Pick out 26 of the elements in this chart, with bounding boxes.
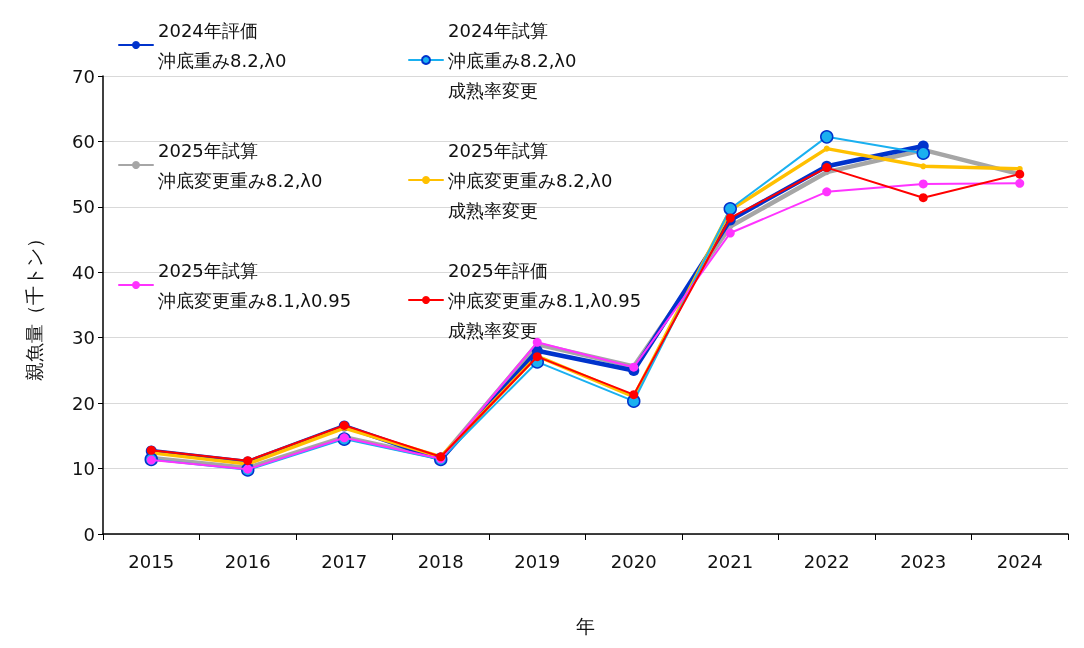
legend-label: 2025年試算沖底変更重み8.2,λ0成熟率変更 — [448, 139, 613, 221]
x-tick-label: 2019 — [514, 550, 561, 572]
x-tick-label: 2024 — [996, 550, 1043, 572]
x-tick-label: 2016 — [224, 550, 271, 572]
y-tick-label: 10 — [72, 458, 95, 480]
y-tick-label: 20 — [72, 392, 95, 414]
legend-label: 2025年試算沖底変更重み8.2,λ0 — [158, 139, 323, 191]
y-tick-label: 70 — [72, 65, 95, 87]
legend-label: 2025年試算沖底変更重み8.1,λ0.95 — [158, 259, 352, 311]
x-tick-label: 2017 — [321, 550, 368, 572]
legend-label: 2025年評価沖底変更重み8.1,λ0.95成熟率変更 — [448, 259, 642, 341]
y-tick-label: 60 — [72, 130, 95, 152]
x-axis-title: 年 — [576, 614, 595, 637]
x-tick-label: 2023 — [900, 550, 947, 572]
x-tick-label: 2021 — [707, 550, 754, 572]
x-tick-label: 2015 — [128, 550, 175, 572]
y-tick-label: 40 — [72, 261, 95, 283]
y-axis-title: 親魚量（千トン） — [22, 229, 45, 381]
legend-label: 2024年評価沖底重み8.2,λ0 — [158, 19, 287, 71]
y-tick-label: 0 — [83, 523, 95, 545]
y-tick-label: 50 — [72, 196, 95, 218]
x-tick-label: 2022 — [803, 550, 850, 572]
x-tick-label: 2018 — [417, 550, 464, 572]
x-tick-label: 2020 — [610, 550, 657, 572]
y-tick-label: 30 — [72, 327, 95, 349]
legend-label: 2024年試算沖底重み8.2,λ0成熟率変更 — [448, 19, 577, 101]
